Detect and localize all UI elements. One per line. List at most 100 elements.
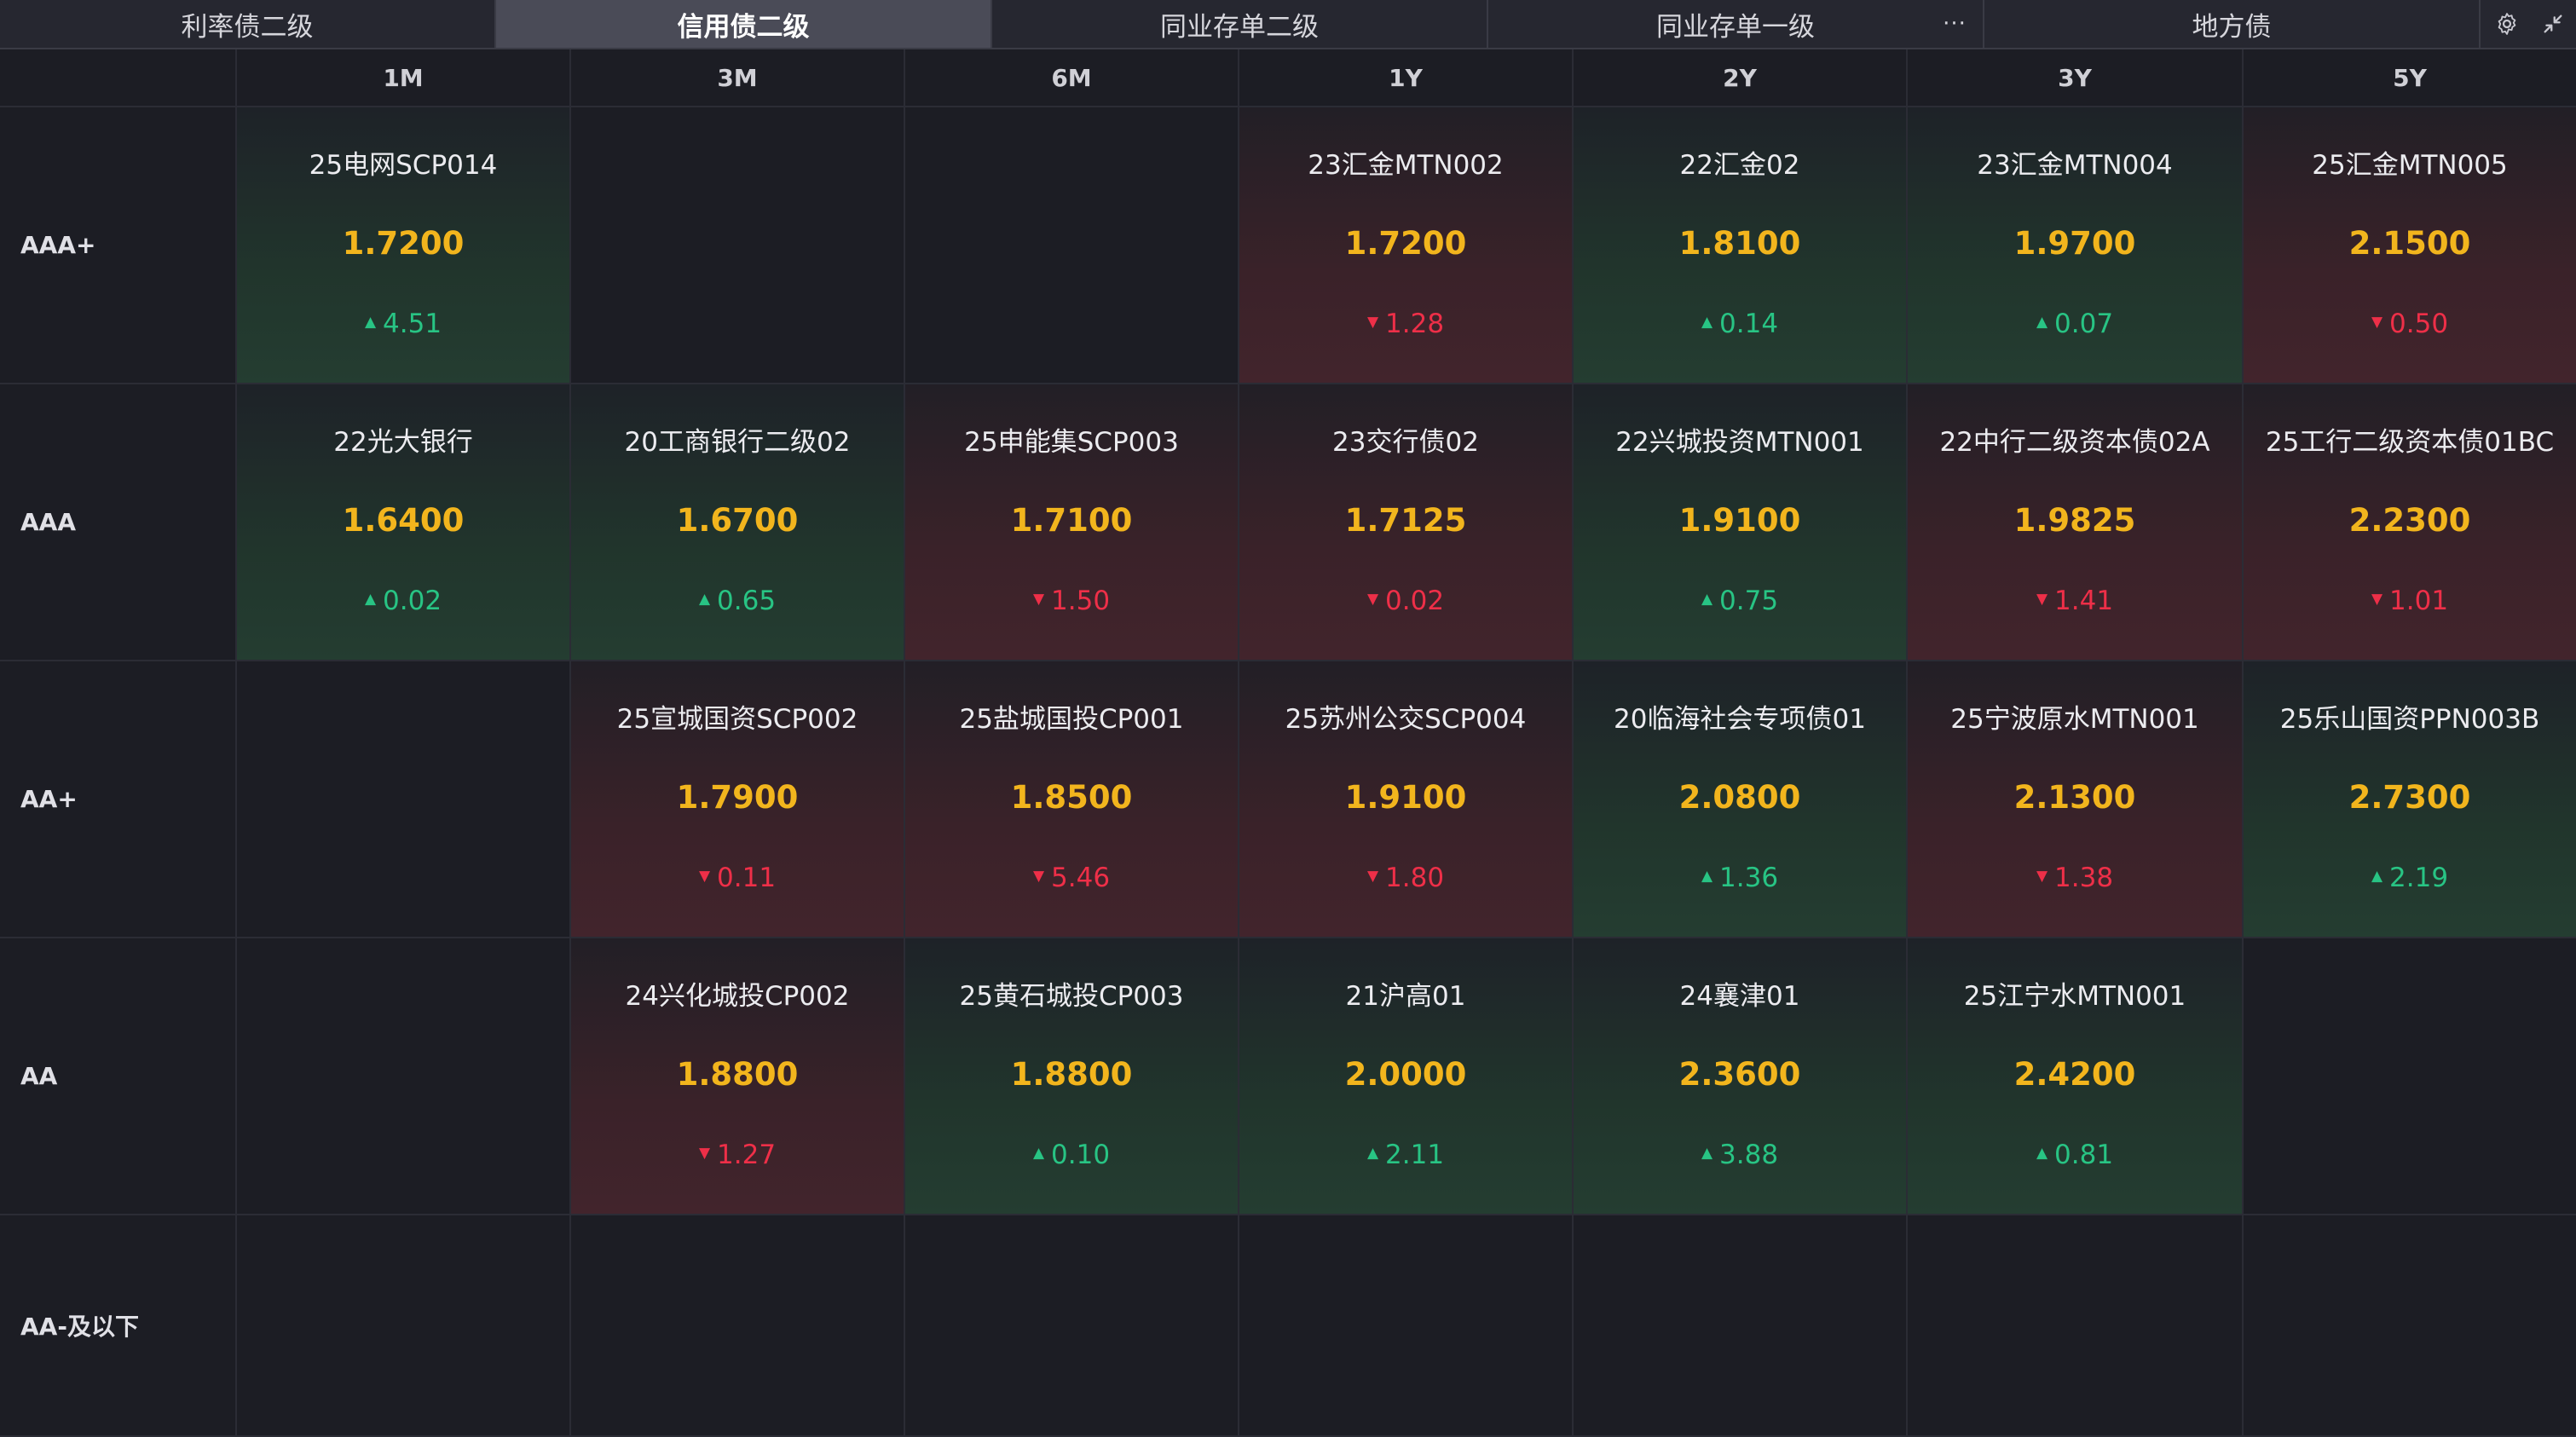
bond-cell[interactable]: 21沪高01 2.0000 ▲ 2.11 [1238, 938, 1572, 1215]
bond-cell[interactable]: 25盐城国投CP001 1.8500 ▼ 5.46 [904, 661, 1238, 938]
arrow-down-icon: ▼ [2371, 314, 2383, 331]
arrow-up-icon: ▲ [364, 591, 377, 608]
arrow-down-icon: ▼ [1366, 868, 1379, 885]
bond-name: 20临海社会专项债01 [1614, 704, 1866, 735]
column-header-3m: 3M [569, 49, 904, 106]
bond-cell[interactable]: 25江宁水MTN001 2.4200 ▲ 0.81 [1906, 938, 2242, 1215]
bond-name: 24兴化城投CP002 [625, 981, 850, 1012]
bond-change: ▲ 0.14 [1574, 309, 1906, 339]
bond-change: ▲ 1.36 [1574, 863, 1906, 893]
bond-yield: 1.9100 [1344, 779, 1467, 816]
bond-cell[interactable]: 25申能集SCP003 1.7100 ▼ 1.50 [904, 384, 1238, 661]
bond-cell[interactable]: 25黄石城投CP003 1.8800 ▲ 0.10 [904, 938, 1238, 1215]
bond-cell[interactable]: 24兴化城投CP002 1.8800 ▼ 1.27 [569, 938, 904, 1215]
bond-cell[interactable]: 22中行二级资本债02A 1.9825 ▼ 1.41 [1906, 384, 2242, 661]
bond-change-value: 5.46 [1051, 863, 1111, 893]
bond-change: ▲ 3.88 [1574, 1140, 1906, 1170]
arrow-down-icon: ▼ [2371, 591, 2383, 608]
bond-change-value: 0.50 [2389, 309, 2449, 339]
bond-cell[interactable]: 22汇金02 1.8100 ▲ 0.14 [1572, 107, 1906, 384]
collapse-icon[interactable] [2535, 0, 2571, 48]
arrow-down-icon: ▼ [698, 868, 711, 885]
arrow-up-icon: ▲ [2036, 314, 2048, 331]
bond-cell[interactable]: 25宁波原水MTN001 2.1300 ▼ 1.38 [1906, 661, 2242, 938]
bond-change-value: 2.19 [2389, 863, 2449, 893]
bond-cell[interactable]: 23交行债02 1.7125 ▼ 0.02 [1238, 384, 1572, 661]
bond-cell[interactable]: 22光大银行 1.6400 ▲ 0.02 [235, 384, 569, 661]
tab-4[interactable]: 同业存单一级 [1488, 0, 1984, 48]
bond-change-value: 0.14 [1719, 309, 1779, 339]
bond-change-value: 4.51 [383, 309, 442, 339]
bond-change-value: 2.11 [1385, 1140, 1445, 1170]
bond-yield: 2.0800 [1678, 779, 1801, 816]
arrow-down-icon: ▼ [2036, 591, 2048, 608]
bond-cell[interactable]: 22兴城投资MTN001 1.9100 ▲ 0.75 [1572, 384, 1906, 661]
bond-change: ▲ 0.65 [571, 586, 904, 616]
more-tabs-button[interactable]: ··· [1943, 11, 1967, 37]
bond-change: ▼ 1.50 [905, 586, 1238, 616]
bond-name: 25工行二级资本债01BC [2265, 427, 2555, 458]
bond-cell[interactable]: 25苏州公交SCP004 1.9100 ▼ 1.80 [1238, 661, 1572, 938]
bond-change-value: 1.01 [2389, 586, 2449, 616]
tab-1[interactable]: 利率债二级 [0, 0, 496, 48]
bond-name: 25宣城国资SCP002 [616, 704, 858, 735]
bond-name: 22中行二级资本债02A [1939, 427, 2210, 458]
bond-yield: 2.1500 [2348, 225, 2471, 262]
bond-change-value: 1.50 [1051, 586, 1111, 616]
bond-change-value: 0.75 [1719, 586, 1779, 616]
bond-cell[interactable]: 24襄津01 2.3600 ▲ 3.88 [1572, 938, 1906, 1215]
bond-yield: 1.7900 [676, 779, 799, 816]
bond-change: ▲ 0.81 [1908, 1140, 2242, 1170]
bond-cell[interactable]: 25宣城国资SCP002 1.7900 ▼ 0.11 [569, 661, 904, 938]
bond-cell[interactable]: 25乐山国资PPN003B 2.7300 ▲ 2.19 [2242, 661, 2576, 938]
empty-cell [904, 1215, 1238, 1437]
bond-yield: 1.7200 [342, 225, 465, 262]
arrow-up-icon: ▲ [1366, 1145, 1379, 1162]
column-header-6m: 6M [904, 49, 1238, 106]
arrow-up-icon: ▲ [1701, 591, 1713, 608]
bond-cell[interactable]: 23汇金MTN004 1.9700 ▲ 0.07 [1906, 107, 2242, 384]
bond-yield: 1.8800 [1010, 1056, 1133, 1093]
empty-cell [235, 938, 569, 1215]
bond-change-value: 1.28 [1385, 309, 1445, 339]
bond-yield: 1.9825 [2013, 502, 2136, 539]
arrow-down-icon: ▼ [1032, 868, 1045, 885]
bond-change-value: 0.02 [1385, 586, 1445, 616]
bond-name: 25盐城国投CP001 [959, 704, 1184, 735]
bond-cell[interactable]: 20工商银行二级02 1.6700 ▲ 0.65 [569, 384, 904, 661]
empty-cell [1572, 1215, 1906, 1437]
bond-change: ▲ 0.75 [1574, 586, 1906, 616]
bond-change-value: 0.10 [1051, 1140, 1111, 1170]
bond-change: ▲ 0.02 [237, 586, 569, 616]
bond-name: 20工商银行二级02 [624, 427, 851, 458]
tab-5[interactable]: 地方债 [1984, 0, 2481, 48]
bond-name: 23交行债02 [1332, 427, 1479, 458]
bond-cell[interactable]: 23汇金MTN002 1.7200 ▼ 1.28 [1238, 107, 1572, 384]
tab-2[interactable]: 信用债二级 [496, 0, 992, 48]
empty-cell [1238, 1215, 1572, 1437]
bond-yield: 1.8100 [1678, 225, 1801, 262]
bond-yield: 1.6400 [342, 502, 465, 539]
bond-cell[interactable]: 25工行二级资本债01BC 2.2300 ▼ 1.01 [2242, 384, 2576, 661]
bond-change-value: 1.27 [717, 1140, 777, 1170]
bond-cell[interactable]: 20临海社会专项债01 2.0800 ▲ 1.36 [1572, 661, 1906, 938]
column-header-1y: 1Y [1238, 49, 1572, 106]
empty-cell [235, 661, 569, 938]
bond-change: ▼ 0.11 [571, 863, 904, 893]
arrow-down-icon: ▼ [1366, 314, 1379, 331]
bond-yield: 1.7200 [1344, 225, 1467, 262]
bond-name: 25汇金MTN005 [2312, 150, 2508, 181]
bond-change: ▲ 0.10 [905, 1140, 1238, 1170]
arrow-up-icon: ▲ [1701, 314, 1713, 331]
empty-cell [569, 1215, 904, 1437]
bond-yield: 2.2300 [2348, 502, 2471, 539]
bond-yield: 1.8500 [1010, 779, 1133, 816]
tab-3[interactable]: 同业存单二级 [992, 0, 1488, 48]
bond-cell[interactable]: 25电网SCP014 1.7200 ▲ 4.51 [235, 107, 569, 384]
rating-label: AA-及以下 [0, 1215, 235, 1437]
bond-change-value: 1.38 [2054, 863, 2114, 893]
empty-cell [2242, 938, 2576, 1215]
settings-icon[interactable] [2489, 0, 2525, 48]
bond-cell[interactable]: 25汇金MTN005 2.1500 ▼ 0.50 [2242, 107, 2576, 384]
bond-yield: 2.3600 [1678, 1056, 1801, 1093]
